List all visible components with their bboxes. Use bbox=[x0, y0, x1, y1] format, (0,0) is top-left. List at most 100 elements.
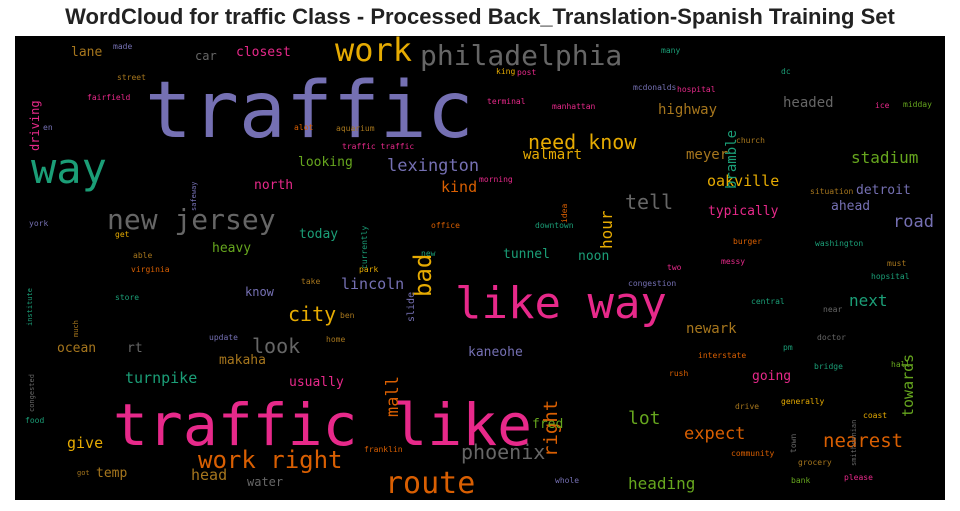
word-lexington: lexington bbox=[387, 156, 480, 176]
word-traffic-traffic: traffic traffic bbox=[342, 142, 415, 151]
word-lincoln: lincoln bbox=[341, 275, 405, 293]
word-central: central bbox=[751, 297, 785, 306]
word-meyer: meyer bbox=[686, 147, 729, 163]
word-highway: highway bbox=[658, 102, 718, 118]
word-town: town bbox=[789, 433, 798, 453]
word-store: store bbox=[115, 293, 140, 302]
word-post: post bbox=[517, 68, 537, 77]
word-fairfield: fairfield bbox=[87, 93, 131, 102]
word-ocean: ocean bbox=[57, 341, 97, 356]
word-like-way: like way bbox=[455, 278, 667, 329]
word-tunnel: tunnel bbox=[503, 247, 550, 262]
word-street: street bbox=[117, 73, 146, 82]
word-stadium: stadium bbox=[851, 148, 919, 167]
word-aquarium: aquarium bbox=[336, 124, 375, 133]
word-mall: mall bbox=[383, 376, 403, 417]
word-please: please bbox=[844, 473, 873, 482]
word-nearest: nearest bbox=[823, 430, 904, 452]
word-headed: headed bbox=[783, 95, 834, 111]
word-city: city bbox=[288, 302, 337, 326]
word-heavy: heavy bbox=[212, 241, 252, 256]
word-pm: pm bbox=[783, 343, 793, 352]
word-mcdonalds: mcdonalds bbox=[633, 83, 677, 92]
word-ben: ben bbox=[340, 311, 355, 320]
word-many: many bbox=[661, 46, 681, 55]
word-home: home bbox=[326, 335, 346, 344]
word-hospital: hospital bbox=[677, 85, 716, 94]
word-going: going bbox=[752, 369, 792, 384]
word-manhattan: manhattan bbox=[552, 102, 596, 111]
word-terminal: terminal bbox=[487, 97, 526, 106]
word-hall: hall bbox=[891, 360, 911, 369]
word-update: update bbox=[209, 333, 238, 342]
word-franklin: franklin bbox=[364, 445, 403, 454]
word-park: park bbox=[359, 265, 379, 274]
word-king: king bbox=[496, 67, 516, 76]
word-washington: washington bbox=[815, 239, 864, 248]
word-made: made bbox=[113, 42, 133, 51]
word-new: new bbox=[421, 249, 436, 258]
word-lot: lot bbox=[628, 408, 661, 429]
word-kind: kind bbox=[441, 178, 478, 196]
word-currently: currently bbox=[360, 225, 369, 269]
word-food: food bbox=[25, 416, 45, 425]
chart-title: WordCloud for traffic Class - Processed … bbox=[65, 4, 895, 29]
word-interstate: interstate bbox=[698, 351, 747, 360]
word-messy: messy bbox=[721, 257, 746, 266]
word-alot: alot bbox=[294, 123, 314, 132]
word-water: water bbox=[247, 475, 284, 489]
word-bank: bank bbox=[791, 476, 811, 485]
word-downtown: downtown bbox=[535, 221, 574, 230]
word-two: two bbox=[667, 263, 682, 272]
word-driving: driving bbox=[28, 100, 42, 151]
word-head: head bbox=[191, 466, 228, 484]
word-kaneohe: kaneohe bbox=[468, 345, 523, 360]
word-hopsital: hopsital bbox=[871, 272, 910, 281]
word-hour: hour bbox=[597, 210, 616, 249]
word-morning: morning bbox=[479, 175, 513, 184]
word-new-jersey: new jersey bbox=[107, 203, 276, 236]
word-looking: looking bbox=[298, 155, 353, 170]
word-car: car bbox=[195, 49, 217, 63]
word-noon: noon bbox=[578, 249, 610, 264]
word-traffic-like: traffic like bbox=[113, 391, 533, 459]
word-detroit: detroit bbox=[856, 183, 911, 198]
word-know: know bbox=[245, 285, 274, 299]
word-generally: generally bbox=[781, 397, 825, 406]
word-philadelphia: philadelphia bbox=[420, 39, 623, 72]
word-turnpike: turnpike bbox=[125, 369, 198, 387]
word-able: able bbox=[133, 251, 153, 260]
wordcloud-canvas: traffic traffic like like way way work philad… bbox=[15, 36, 945, 500]
word-lane: lane bbox=[71, 45, 103, 60]
word-makaha: makaha bbox=[219, 353, 266, 368]
word-get: get bbox=[115, 230, 130, 239]
word-near: near bbox=[823, 305, 843, 314]
word-usually: usually bbox=[289, 375, 344, 390]
word-heading: heading bbox=[628, 474, 696, 493]
word-work-right: work right bbox=[198, 446, 343, 474]
word-fred: fred bbox=[532, 417, 564, 432]
word-bad: bad bbox=[409, 253, 437, 297]
word-typically: typically bbox=[708, 204, 779, 219]
word-give: give bbox=[67, 434, 104, 452]
word-midday: midday bbox=[903, 100, 932, 109]
word-today: today bbox=[299, 227, 339, 242]
word-situation: situation bbox=[810, 187, 854, 196]
word-ice: ice bbox=[875, 101, 890, 110]
word-temp: temp bbox=[96, 466, 128, 481]
word-newark: newark bbox=[686, 321, 737, 337]
word-burger: burger bbox=[733, 237, 762, 246]
word-north: north bbox=[254, 178, 294, 193]
word-much: much bbox=[72, 320, 80, 337]
word-virginia: virginia bbox=[131, 265, 170, 274]
word-closest: closest bbox=[236, 45, 291, 60]
word-drive: drive bbox=[735, 402, 760, 411]
word-must: must bbox=[887, 259, 907, 268]
word-take: take bbox=[301, 277, 321, 286]
word-congested: congested bbox=[28, 374, 36, 412]
word-rt: rt bbox=[127, 341, 143, 356]
word-doctor: doctor bbox=[817, 333, 846, 342]
word-safeway: safeway bbox=[190, 181, 198, 211]
word-smithsonian: smithsonian bbox=[850, 419, 858, 466]
word-dc: dc bbox=[781, 67, 791, 76]
